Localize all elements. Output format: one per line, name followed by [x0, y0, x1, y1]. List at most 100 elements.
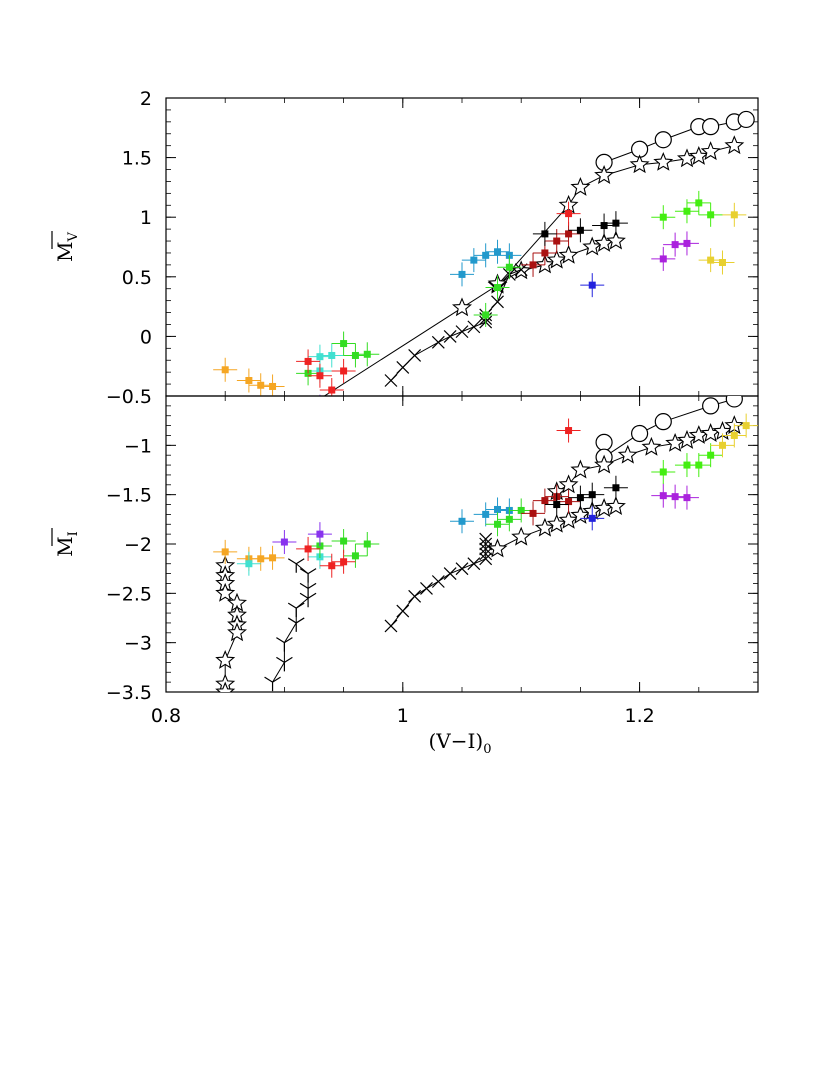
model-star-marker — [534, 517, 555, 537]
model-star-marker — [724, 135, 745, 155]
observed-point — [553, 237, 561, 245]
observed-point — [245, 377, 253, 385]
observed-point — [482, 311, 490, 319]
observed-point — [280, 538, 288, 546]
model-circle-marker — [654, 131, 672, 149]
model-star-marker — [558, 474, 579, 494]
y-tick-label: −1.5 — [106, 485, 152, 507]
observed-point — [588, 281, 596, 289]
observed-point — [269, 554, 277, 562]
model-x-marker — [396, 360, 410, 374]
observed-point — [470, 256, 478, 264]
observed-point — [541, 249, 549, 257]
observed-point — [363, 540, 371, 548]
model-star-marker — [676, 148, 697, 168]
observed-point — [257, 555, 265, 563]
model-star-marker — [227, 622, 248, 642]
observed-point — [221, 366, 229, 374]
model-x-marker — [479, 537, 493, 551]
model-x-marker — [384, 374, 398, 387]
model-star-marker — [641, 436, 662, 456]
observed-point — [316, 530, 324, 538]
y-tick-label: −3.5 — [106, 682, 152, 704]
y-tick-label: 0.5 — [122, 267, 152, 289]
model-star-marker — [570, 176, 591, 196]
observed-point — [695, 461, 703, 469]
observed-point — [659, 468, 667, 476]
observed-point — [576, 226, 584, 234]
model-tri-marker — [288, 433, 304, 447]
model-star-marker — [688, 145, 709, 165]
observed-point — [505, 263, 513, 271]
observed-point — [541, 230, 549, 238]
model-star-marker — [606, 496, 626, 515]
x-axis-label: (V−I)0 — [429, 729, 492, 757]
observed-point — [245, 560, 253, 568]
observed-point — [482, 510, 490, 518]
model-tri-marker — [264, 676, 281, 692]
model-star-marker — [570, 504, 591, 524]
model-x-marker — [431, 335, 445, 349]
observed-point — [683, 239, 691, 247]
observed-point — [718, 258, 726, 266]
observed-point — [340, 340, 348, 348]
model-star-marker — [700, 141, 721, 161]
observed-point — [565, 210, 573, 218]
observed-point — [221, 548, 229, 556]
model-star-marker — [217, 432, 234, 448]
model-tri-marker — [276, 637, 293, 652]
model-tri-marker — [300, 421, 316, 435]
model-plus-marker — [290, 438, 302, 450]
model-x-marker — [396, 604, 410, 618]
model-x-marker — [443, 567, 457, 581]
model-star-marker — [558, 509, 579, 529]
model-x-marker — [431, 575, 445, 588]
y-tick-label: 2 — [140, 88, 152, 110]
observed-point — [458, 270, 466, 278]
observed-point — [565, 427, 573, 435]
panel-bottom: −3.5 −3 −2.5 −2 −1.5 −1 MI — [51, 395, 759, 704]
y-tick-label: 1.5 — [122, 148, 152, 170]
model-star-marker — [229, 443, 246, 459]
observed-point — [340, 367, 348, 375]
observed-point — [494, 505, 502, 513]
observed-point — [718, 441, 726, 449]
plot-area — [213, 396, 758, 692]
observed-point — [553, 501, 561, 509]
model-star-marker — [594, 165, 614, 184]
y-tick-label: −2 — [124, 534, 152, 556]
observed-point — [612, 484, 620, 492]
model-tri-marker — [299, 568, 317, 583]
model-tri-marker — [299, 582, 317, 598]
model-star-marker — [487, 538, 508, 558]
observed-point — [363, 350, 371, 358]
model-tri-marker — [300, 397, 316, 411]
observed-point — [328, 386, 336, 394]
x-tick-label: 1 — [397, 705, 409, 727]
model-tri-marker — [299, 592, 317, 608]
observed-point — [529, 509, 537, 517]
model-tri-marker — [276, 656, 293, 672]
observed-point — [730, 431, 738, 439]
model-star-marker — [511, 526, 532, 546]
model-x-marker — [479, 547, 493, 561]
model-tri-marker — [300, 409, 316, 423]
observed-point — [340, 558, 348, 566]
model-star-marker — [558, 244, 579, 264]
observed-point — [565, 498, 573, 506]
y-tick-label: −0.5 — [106, 386, 152, 408]
model-tri-marker — [287, 617, 305, 632]
y-axis-label: MV — [53, 231, 81, 261]
model-track-line — [323, 145, 735, 396]
observed-point — [659, 213, 667, 221]
observed-point — [351, 552, 359, 560]
observed-point — [707, 451, 715, 459]
observed-point — [351, 351, 359, 359]
model-star-marker — [629, 154, 650, 174]
observed-point — [269, 382, 277, 390]
model-x-marker — [455, 325, 469, 339]
model-track-line — [272, 563, 309, 683]
model-star-marker — [217, 419, 234, 435]
model-x-marker — [467, 320, 481, 334]
